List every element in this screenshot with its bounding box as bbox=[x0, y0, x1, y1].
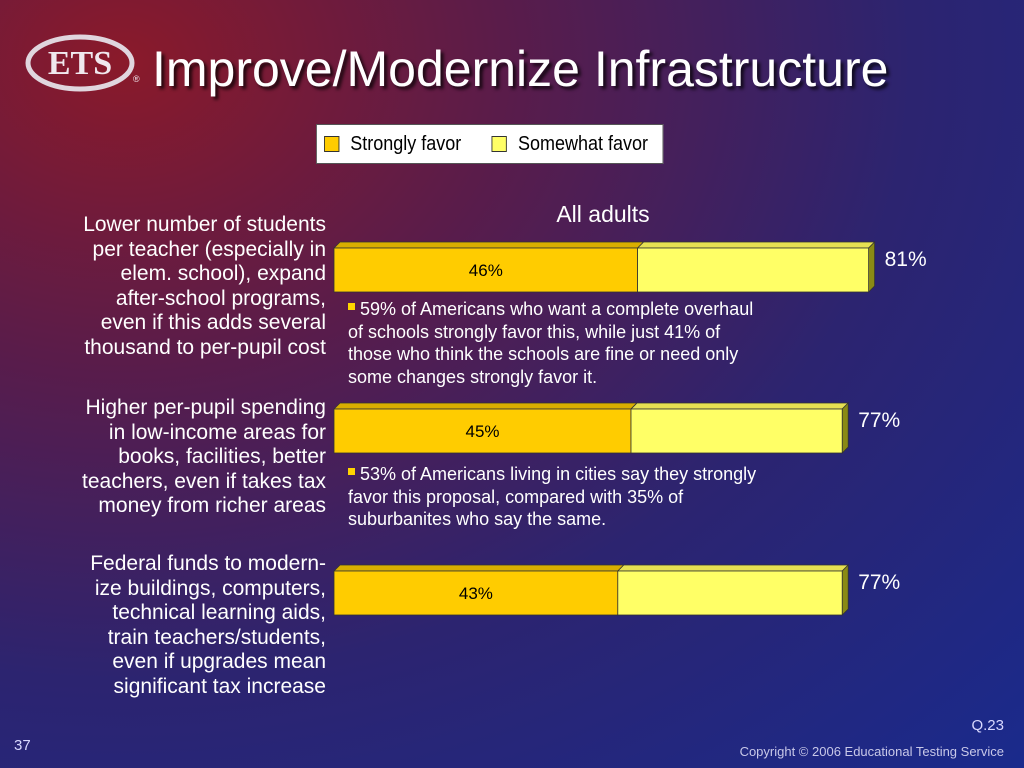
bar-somewhat-favor bbox=[637, 247, 869, 293]
note-line: 53% of Americans living in cities say th… bbox=[348, 463, 908, 486]
bar-top-somewhat-favor bbox=[636, 241, 876, 249]
category-label-line: even if this adds several bbox=[100, 311, 326, 334]
bar-top-somewhat-favor bbox=[616, 564, 850, 572]
note-line: of schools strongly favor this, while ju… bbox=[348, 321, 721, 342]
bar-strongly-favor bbox=[333, 408, 632, 454]
logo-registered-mark: ® bbox=[133, 74, 140, 84]
legend-label-somewhat-favor: Somewhat favor bbox=[517, 132, 649, 155]
bar-side bbox=[841, 402, 849, 454]
legend-item-somewhat-favor: Somewhat favor bbox=[491, 132, 649, 156]
category-label-line: Higher per-pupil spending bbox=[85, 396, 327, 419]
bar-top-strongly-favor bbox=[333, 241, 645, 249]
ets-logo: ETS ® bbox=[25, 34, 140, 92]
category-label-line: Lower number of students bbox=[83, 213, 326, 236]
category-label-line: train teachers/students, bbox=[107, 625, 326, 649]
category-label-line: in low-income areas for bbox=[108, 420, 326, 444]
note-line: some changes strongly favor it. bbox=[348, 366, 598, 387]
logo-text: ETS bbox=[48, 45, 112, 82]
legend-swatch-strongly-favor bbox=[324, 136, 340, 152]
bullet-icon bbox=[348, 468, 355, 475]
chart-legend: Strongly favor Somewhat favor bbox=[316, 124, 664, 164]
data-label-total: 81% bbox=[885, 248, 927, 271]
bar-top-strongly-favor bbox=[333, 402, 638, 410]
category-label-line: even if upgrades mean bbox=[112, 650, 326, 673]
bar-strongly-favor bbox=[333, 247, 639, 293]
bar-side bbox=[841, 564, 849, 616]
note-line: favor this proposal, compared with 35% o… bbox=[348, 486, 684, 507]
legend-item-strongly-favor: Strongly favor bbox=[324, 133, 461, 156]
note-overhaul: 59% of Americans who want a complete ove… bbox=[348, 298, 908, 388]
data-label-strongly-favor: 46% bbox=[469, 261, 503, 280]
page-number: 37 bbox=[14, 737, 31, 754]
data-label-strongly-favor: 43% bbox=[459, 584, 493, 603]
category-label-line: after-school programs, bbox=[115, 286, 326, 310]
category-label-line: teachers, even if takes tax bbox=[82, 469, 326, 493]
category-label-line: books, facilities, better bbox=[118, 445, 326, 468]
note-line: those who think the schools are fine or … bbox=[348, 344, 739, 364]
data-label-total: 77% bbox=[858, 571, 900, 594]
category-label-line: money from richer areas bbox=[98, 494, 326, 517]
category-label-line: thousand to per-pupil cost bbox=[84, 335, 326, 359]
category-label-low-income-spending: Higher per-pupil spending in low-income a… bbox=[10, 396, 326, 519]
bar-side bbox=[868, 241, 875, 293]
bar-top-somewhat-favor bbox=[630, 402, 850, 410]
note-line: suburbanites who say the same. bbox=[348, 509, 607, 529]
page-title: Improve/Modernize Infrastructure bbox=[152, 41, 889, 97]
chart-subtitle: All adults bbox=[556, 201, 649, 227]
data-label-total: 77% bbox=[858, 409, 900, 432]
bar-top-strongly-favor bbox=[333, 564, 625, 572]
logo-ellipse bbox=[25, 34, 135, 92]
legend-label-strongly-favor: Strongly favor bbox=[350, 132, 462, 155]
note-line: 59% of Americans who want a complete ove… bbox=[348, 298, 908, 321]
bullet-icon bbox=[348, 303, 355, 310]
category-label-line: technical learning aids, bbox=[112, 601, 326, 624]
legend-swatch-somewhat-favor bbox=[491, 136, 508, 152]
category-label-federal-funds: Federal funds to modern-ize buildings, c… bbox=[10, 552, 326, 699]
data-label-strongly-favor: 45% bbox=[465, 422, 499, 441]
category-label-line: per teacher (especially in bbox=[92, 237, 326, 261]
category-label-class-size: Lower number of students per teacher (esp… bbox=[10, 213, 326, 360]
bar-somewhat-favor bbox=[630, 408, 843, 454]
bar-somewhat-favor bbox=[617, 570, 843, 616]
copyright: Copyright © 2006 Educational Testing Ser… bbox=[739, 744, 1004, 759]
category-label-line: Federal funds to modern- bbox=[90, 552, 326, 575]
bar-strongly-favor bbox=[333, 570, 619, 616]
question-number: Q.23 bbox=[971, 717, 1004, 734]
category-label-line: ize buildings, computers, bbox=[94, 576, 326, 600]
note-cities: 53% of Americans living in cities say th… bbox=[348, 463, 908, 531]
category-label-line: significant tax increase bbox=[113, 674, 326, 698]
category-label-line: elem. school), expand bbox=[120, 262, 326, 285]
